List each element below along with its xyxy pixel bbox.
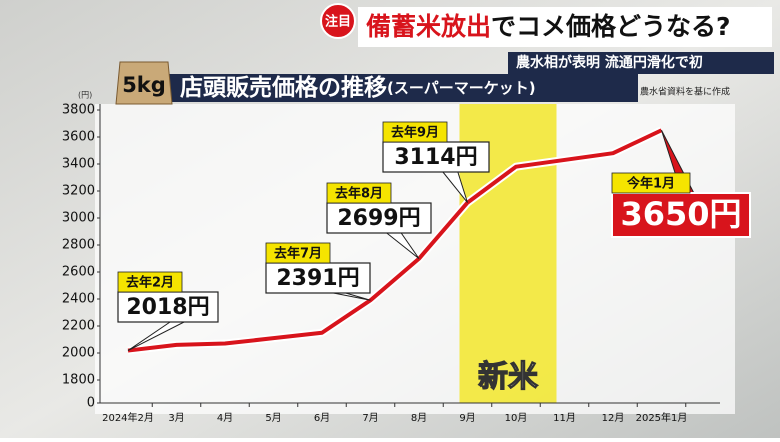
y-tick-label: 0 (87, 396, 95, 411)
y-tick-label: 3200 (62, 184, 95, 199)
y-tick-label: 2400 (62, 292, 95, 307)
callout-tag (326, 182, 392, 204)
callout-box (611, 192, 751, 238)
x-tick-label: 2025年1月 (636, 411, 688, 424)
headline-box (358, 7, 772, 47)
badge: 注目 (325, 14, 351, 30)
headline: 備蓄米放出でコメ価格どうなる? (366, 12, 731, 41)
y-tick-label: 2000 (62, 346, 95, 361)
value-label: 2391円 (276, 266, 359, 291)
y-tick-label: 2600 (62, 265, 95, 280)
chart-title: 店頭販売価格の推移(スーパーマーケット) (180, 74, 536, 101)
callout-tag-text: 去年8月 (335, 186, 383, 202)
x-tick-label: 3月 (168, 412, 184, 424)
callout-tag-text: 今年1月 (626, 176, 675, 192)
headline-black: でコメ価格どうなる? (491, 12, 731, 41)
headline-red: 備蓄米放出 (366, 12, 491, 41)
y-tick-label: 3400 (62, 157, 95, 172)
bag-label: 5kg (122, 73, 166, 97)
rice-bag (115, 61, 173, 105)
callout-box (382, 141, 490, 173)
badge-circle (320, 3, 356, 39)
subheadline: 農水相が表明 流通円滑化で初 (516, 54, 703, 71)
band-label: 新米 (478, 360, 538, 395)
x-tick-label: 2024年2月 (102, 411, 154, 424)
y-tick-label: 3000 (62, 211, 95, 226)
callout-tag (382, 121, 448, 143)
x-tick-label: 10月 (505, 412, 528, 424)
subheadline-box (508, 52, 774, 74)
title-bar (168, 74, 638, 102)
x-tick-label: 9月 (459, 412, 475, 424)
value-label: 3650円 (620, 195, 741, 233)
callout-tag (117, 271, 183, 293)
x-tick-label: 7月 (362, 412, 378, 424)
callout-tag (611, 172, 691, 194)
title-main: 店頭販売価格の推移 (180, 74, 387, 101)
plot: 新米 0 1800 2000 2200 2400 2600 2800 3000 3200 3400 3… (62, 103, 751, 424)
value-label: 2018円 (126, 295, 209, 320)
price-line (127, 128, 663, 353)
y-tick-label: 2200 (62, 319, 95, 334)
y-tick-label: 2800 (62, 238, 95, 253)
x-tick-label: 8月 (411, 412, 427, 424)
x-tick-label: 6月 (314, 412, 330, 424)
x-tick-label: 5月 (265, 412, 281, 424)
source-note: 農水省資料を基に作成 (640, 86, 730, 98)
callout-box (326, 202, 432, 234)
callout-tag-text: 去年7月 (274, 246, 322, 262)
y-tick-label: 3800 (62, 103, 95, 118)
unit-label: (円) (78, 91, 92, 100)
chart-subtitle: (スーパーマーケット) (387, 79, 536, 97)
y-tick-label: 1800 (62, 373, 95, 388)
callout-tag (265, 242, 331, 264)
x-tick-label: 11月 (553, 412, 576, 424)
x-tick-label: 4月 (217, 412, 233, 424)
callout-box (265, 262, 371, 294)
y-tick-label: 3600 (62, 130, 95, 145)
callout-box (117, 291, 219, 323)
x-tick-label: 12月 (602, 412, 625, 424)
value-label: 3114円 (394, 145, 477, 170)
callout-tag-text: 去年2月 (126, 275, 174, 291)
value-label: 2699円 (337, 206, 420, 231)
callout-tag-text: 去年9月 (391, 125, 439, 141)
